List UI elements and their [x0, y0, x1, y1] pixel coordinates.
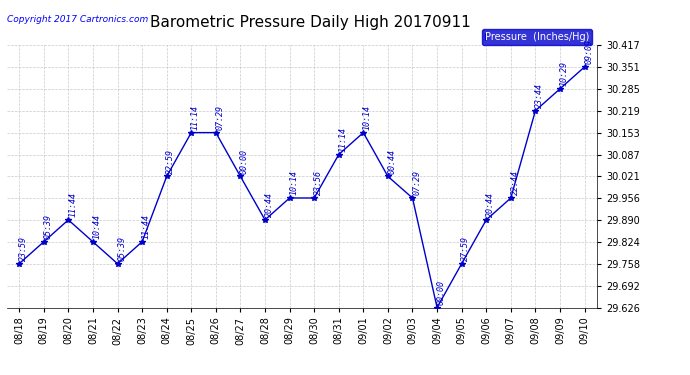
Text: 10:14: 10:14 — [363, 105, 372, 130]
Text: 10:14: 10:14 — [289, 170, 298, 195]
Text: 10:29: 10:29 — [560, 61, 569, 86]
Text: 10:44: 10:44 — [92, 214, 101, 239]
Text: 23:59: 23:59 — [19, 236, 28, 261]
Text: 07:29: 07:29 — [412, 170, 421, 195]
Text: 00:00: 00:00 — [437, 280, 446, 305]
Text: 23:56: 23:56 — [314, 170, 323, 195]
Text: 05:39: 05:39 — [43, 214, 52, 239]
Text: 11:14: 11:14 — [338, 127, 347, 152]
Text: 20:44: 20:44 — [265, 192, 274, 217]
Text: 20:44: 20:44 — [486, 192, 495, 217]
Text: 09:09: 09:09 — [584, 39, 593, 64]
Text: 11:14: 11:14 — [191, 105, 200, 130]
Text: 23:44: 23:44 — [535, 83, 544, 108]
Text: 00:44: 00:44 — [388, 148, 397, 174]
Text: Barometric Pressure Daily High 20170911: Barometric Pressure Daily High 20170911 — [150, 15, 471, 30]
Legend: Pressure  (Inches/Hg): Pressure (Inches/Hg) — [482, 29, 592, 45]
Text: 11:44: 11:44 — [141, 214, 150, 239]
Text: 00:00: 00:00 — [240, 148, 249, 174]
Text: Copyright 2017 Cartronics.com: Copyright 2017 Cartronics.com — [7, 15, 148, 24]
Text: 27:59: 27:59 — [462, 236, 471, 261]
Text: 22:59: 22:59 — [166, 148, 175, 174]
Text: 22:44: 22:44 — [511, 170, 520, 195]
Text: 07:29: 07:29 — [215, 105, 224, 130]
Text: 11:44: 11:44 — [68, 192, 77, 217]
Text: 05:39: 05:39 — [117, 236, 126, 261]
